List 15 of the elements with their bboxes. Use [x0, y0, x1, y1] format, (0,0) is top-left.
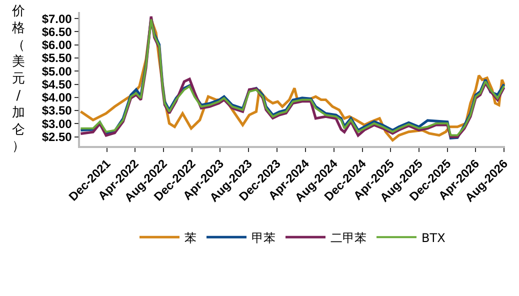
y-tick-label: $3.00 — [42, 116, 72, 131]
y-tick-label: $5.50 — [42, 51, 72, 66]
legend-label: BTX — [422, 230, 446, 245]
y-tick-label: $4.00 — [42, 90, 72, 105]
y-tick-label: $2.50 — [42, 130, 72, 144]
y-tick-label: $3.50 — [42, 104, 72, 118]
y-tick-label: $6.50 — [42, 24, 72, 39]
text: 价格（美元/加仑） — [12, 4, 25, 154]
y-tick-label: $5.00 — [42, 64, 72, 78]
legend-label: 二甲苯 — [330, 230, 366, 245]
legend-label: 甲苯 — [252, 230, 276, 245]
y-tick-label: $6.00 — [42, 38, 72, 52]
y-tick-label: $7.00 — [42, 12, 72, 26]
y-tick-label: $4.50 — [42, 77, 72, 92]
legend-label: 苯 — [184, 230, 196, 245]
